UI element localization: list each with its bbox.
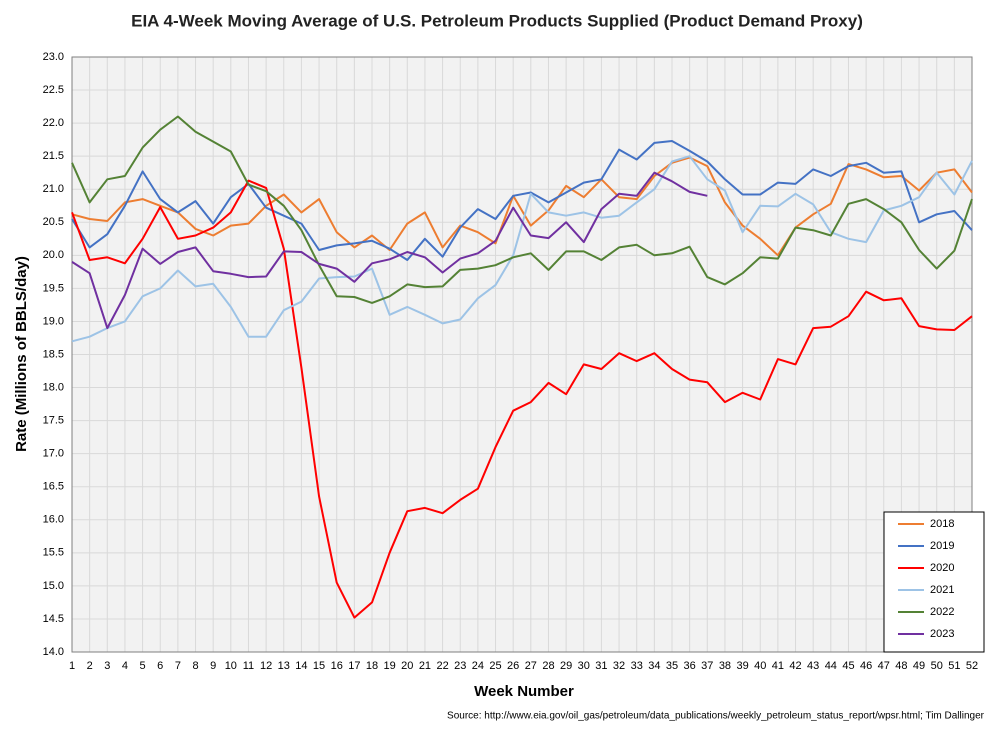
- y-tick-label: 15.0: [43, 580, 64, 592]
- x-tick-label: 14: [295, 660, 307, 672]
- x-tick-label: 2: [87, 660, 93, 672]
- line-series: [71, 115, 973, 304]
- legend-label: 2023: [930, 628, 954, 640]
- x-tick-label: 47: [878, 660, 890, 672]
- x-tick-label: 45: [842, 660, 854, 672]
- line-series: [71, 179, 973, 619]
- x-tick-label: 19: [384, 660, 396, 672]
- line-series: [71, 140, 973, 261]
- source-note: Source: http://www.eia.gov/oil_gas/petro…: [447, 711, 985, 722]
- y-tick-label: 17.0: [43, 448, 64, 460]
- x-tick-label: 25: [489, 660, 501, 672]
- legend-label: 2021: [930, 584, 954, 596]
- x-tick-label: 52: [966, 660, 978, 672]
- y-tick-label: 14.0: [43, 646, 64, 658]
- x-tick-label: 11: [243, 660, 254, 672]
- x-tick-label: 43: [807, 660, 819, 672]
- x-tick-label: 50: [931, 660, 943, 672]
- x-tick-label: 24: [472, 660, 484, 672]
- x-tick-label: 1: [69, 660, 75, 672]
- y-tick-label: 15.5: [43, 547, 64, 559]
- x-tick-label: 20: [401, 660, 413, 672]
- x-tick-label: 15: [313, 660, 325, 672]
- y-tick-label: 21.0: [43, 183, 64, 195]
- y-tick-label: 16.5: [43, 481, 64, 493]
- x-tick-label: 13: [278, 660, 290, 672]
- y-tick-label: 22.5: [43, 84, 64, 96]
- x-tick-label: 23: [454, 660, 466, 672]
- x-tick-label: 40: [754, 660, 766, 672]
- y-tick-label: 20.0: [43, 249, 64, 261]
- y-tick-label: 20.5: [43, 216, 64, 228]
- x-tick-label: 28: [542, 660, 554, 672]
- x-tick-label: 41: [772, 660, 784, 672]
- x-tick-label: 7: [175, 660, 181, 672]
- x-tick-label: 21: [419, 660, 431, 672]
- x-tick-label: 37: [701, 660, 713, 672]
- legend-label: 2022: [930, 606, 954, 618]
- x-axis-title: Week Number: [474, 683, 574, 700]
- x-tick-label: 6: [157, 660, 163, 672]
- plot-border: [71, 56, 973, 653]
- x-tick-label: 46: [860, 660, 872, 672]
- x-tick-label: 27: [525, 660, 537, 672]
- x-tick-label: 48: [895, 660, 907, 672]
- line-series: [71, 156, 973, 257]
- x-tick-label: 32: [613, 660, 625, 672]
- y-tick-label: 14.5: [43, 613, 64, 625]
- legend-label: 2018: [930, 518, 954, 530]
- x-tick-label: 26: [507, 660, 519, 672]
- x-tick-label: 4: [122, 660, 128, 672]
- x-tick-label: 10: [225, 660, 237, 672]
- x-tick-label: 51: [948, 660, 960, 672]
- line-series: [71, 171, 708, 330]
- x-tick-label: 9: [210, 660, 216, 672]
- x-tick-label: 35: [666, 660, 678, 672]
- y-tick-label: 18.0: [43, 381, 64, 393]
- y-tick-label: 19.0: [43, 315, 64, 327]
- x-tick-label: 18: [366, 660, 378, 672]
- y-axis-title: Rate (Millions of BBLS/day): [13, 256, 30, 452]
- legend-box: [883, 511, 985, 653]
- x-tick-label: 39: [736, 660, 748, 672]
- y-tick-label: 16.0: [43, 514, 64, 526]
- y-tick-label: 23.0: [43, 51, 64, 63]
- x-tick-label: 38: [719, 660, 731, 672]
- y-tick-label: 22.0: [43, 117, 64, 129]
- legend-label: 2020: [930, 562, 954, 574]
- x-tick-label: 16: [331, 660, 343, 672]
- x-tick-label: 3: [104, 660, 110, 672]
- x-tick-label: 29: [560, 660, 572, 672]
- x-tick-label: 12: [260, 660, 272, 672]
- x-tick-label: 5: [140, 660, 146, 672]
- x-tick-label: 49: [913, 660, 925, 672]
- line-series: [71, 155, 973, 343]
- x-tick-label: 31: [595, 660, 607, 672]
- y-tick-label: 17.5: [43, 415, 64, 427]
- y-tick-label: 21.5: [43, 150, 64, 162]
- x-tick-label: 34: [648, 660, 660, 672]
- x-tick-label: 8: [192, 660, 198, 672]
- x-tick-label: 36: [684, 660, 696, 672]
- y-tick-label: 19.5: [43, 282, 64, 294]
- x-tick-label: 30: [578, 660, 590, 672]
- legend-label: 2019: [930, 540, 954, 552]
- x-tick-label: 17: [348, 660, 360, 672]
- x-tick-label: 22: [436, 660, 448, 672]
- chart-title: EIA 4-Week Moving Average of U.S. Petrol…: [131, 11, 863, 30]
- x-tick-label: 44: [825, 660, 837, 672]
- x-tick-label: 42: [789, 660, 801, 672]
- x-tick-label: 33: [631, 660, 643, 672]
- y-tick-label: 18.5: [43, 348, 64, 360]
